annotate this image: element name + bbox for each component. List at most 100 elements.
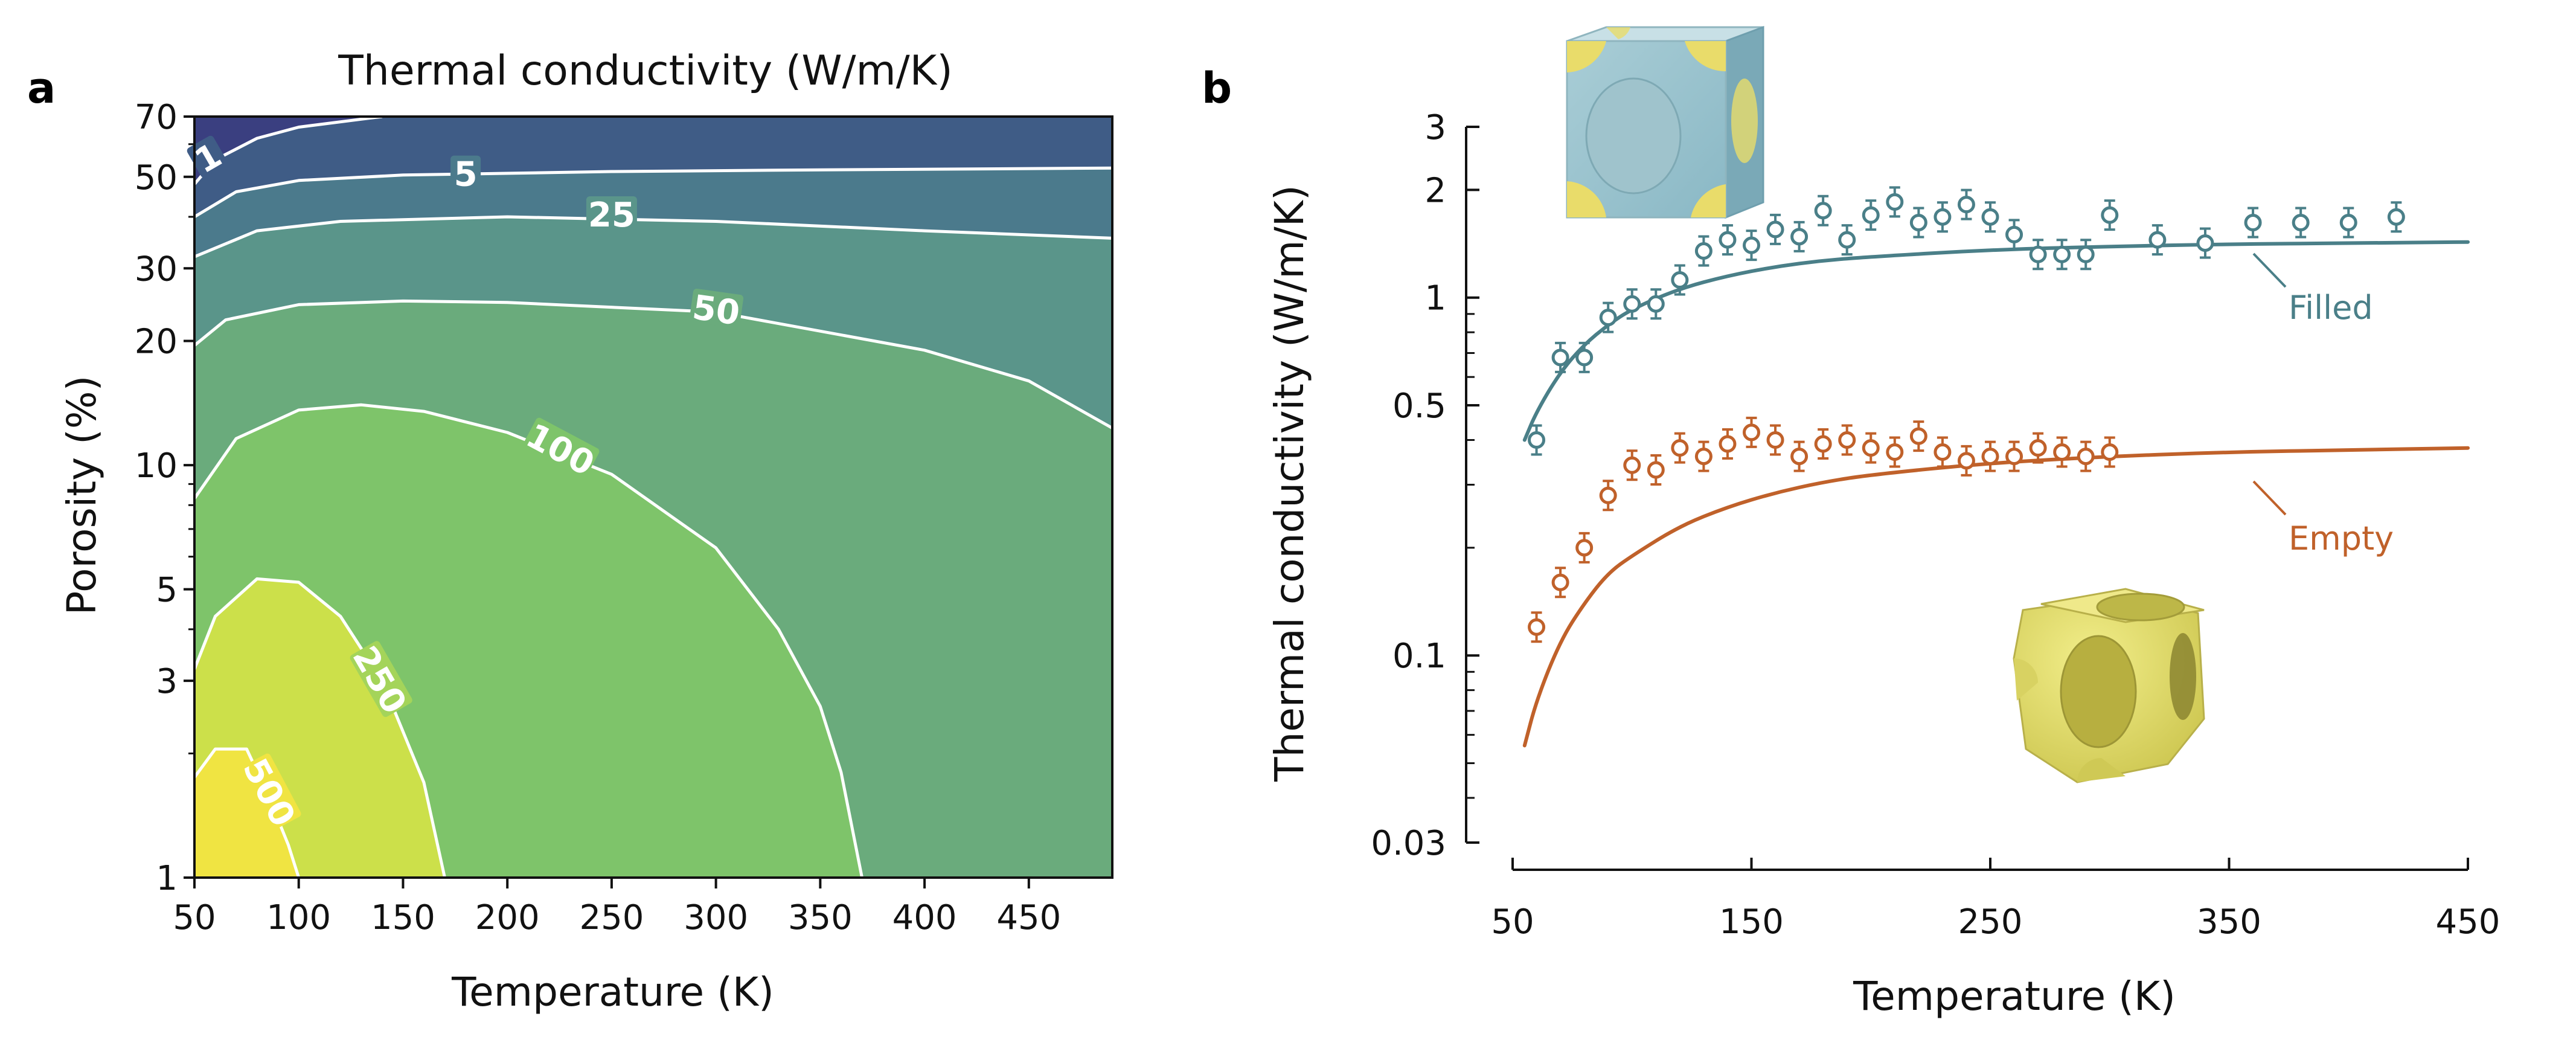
contour-label-bg: [350, 641, 412, 718]
x-tick-label-b: 50: [1491, 902, 1534, 942]
data-point-empty: [1551, 567, 1569, 599]
data-point-empty: [1599, 480, 1617, 512]
marker: [1838, 431, 1856, 449]
y-tick-label-b: 0.5: [1392, 387, 1446, 426]
data-point-empty: [1790, 440, 1809, 472]
data-point-empty: [1694, 440, 1713, 472]
data-point-empty: [1814, 428, 1832, 460]
data-point-filled: [1790, 220, 1809, 252]
x-tick-label-a: 200: [475, 898, 540, 937]
y-tick-label-a: 5: [156, 571, 178, 610]
y-tick-label-b: 0.03: [1371, 824, 1446, 863]
legend-filled-label: Filled: [2289, 289, 2373, 327]
x-tick-label-a: 400: [892, 898, 957, 937]
legend-empty: Empty: [2252, 480, 2394, 557]
marker: [1814, 202, 1832, 220]
data-point-filled: [1694, 235, 1713, 267]
marker: [1671, 439, 1689, 457]
legend-filled: Filled: [2252, 252, 2373, 327]
data-points: [1528, 186, 2405, 643]
marker: [2148, 231, 2167, 249]
data-point-filled: [1981, 201, 1999, 233]
marker: [2053, 443, 2071, 461]
contour-label-text: 5: [454, 155, 478, 194]
marker: [1528, 618, 1546, 636]
marker: [1957, 452, 1975, 470]
y-tick-label-a: 10: [135, 446, 178, 486]
data-point-filled: [1886, 186, 1904, 218]
contour-label-5: 5: [450, 155, 481, 194]
heatmap-frame: [193, 115, 1113, 879]
data-point-filled: [1528, 424, 1546, 456]
contour-label-50: 50: [689, 288, 744, 333]
contour-label-bg: [187, 135, 228, 178]
data-point-filled: [2292, 207, 2310, 239]
x-tick-label-a: 150: [371, 898, 435, 937]
data-point-filled: [1766, 213, 1784, 245]
marker: [1838, 231, 1856, 249]
panel-letter-a: a: [27, 63, 56, 113]
marker: [1934, 443, 1952, 461]
data-point-empty: [1647, 454, 1665, 486]
y-tick-label-a: 20: [135, 323, 178, 362]
marker: [2077, 245, 2095, 263]
data-point-filled: [1862, 199, 1880, 231]
marker: [2387, 208, 2405, 226]
marker: [2005, 448, 2023, 466]
data-point-filled: [2029, 239, 2047, 271]
marker: [1599, 486, 1617, 504]
marker: [1694, 448, 1713, 466]
x-tick-label-a: 300: [684, 898, 748, 937]
data-point-filled: [1719, 224, 1737, 256]
marker: [1790, 228, 1809, 246]
data-point-filled: [1934, 201, 1952, 233]
data-point-empty: [1862, 432, 1880, 464]
marker: [1623, 295, 1641, 313]
marker: [1981, 208, 1999, 226]
data-point-empty: [1981, 440, 1999, 472]
y-axis-ticks-a: 1 3 5 10 20 30 50 70: [135, 98, 194, 898]
marker: [1743, 236, 1760, 254]
contour-label-bg: [689, 288, 744, 329]
contour-label-bg: [240, 753, 301, 830]
x-axis-ticks-a: 50 100 150 200 250 300 350 400 450: [173, 878, 1061, 937]
x-axis-title-a: Temperature (K): [451, 969, 774, 1015]
data-point-empty: [1957, 445, 1975, 477]
marker: [2339, 214, 2357, 232]
panel-letter-b: b: [1202, 63, 1232, 113]
marker: [1719, 435, 1737, 453]
legend-empty-label: Empty: [2289, 519, 2394, 557]
marker: [1575, 349, 1594, 367]
contour-line-25: [194, 215, 1112, 259]
heatmap-title: Thermal conductivity (W/m/K): [338, 47, 953, 95]
contour-line-250: [194, 577, 446, 878]
x-tick-label-b: 250: [1958, 902, 2023, 942]
marker: [1575, 539, 1594, 557]
marker: [2029, 439, 2047, 457]
data-point-filled: [1909, 207, 1927, 239]
x-tick-label-a: 50: [173, 898, 216, 937]
contour-label-bg: [450, 155, 481, 190]
contour-line-50: [194, 299, 1112, 429]
data-point-filled: [1551, 341, 1569, 373]
x-tick-label-a: 350: [788, 898, 853, 937]
data-point-empty: [2053, 436, 2071, 468]
x-axis-title-b: Temperature (K): [1853, 973, 2176, 1020]
marker: [2196, 234, 2214, 252]
data-point-filled: [1623, 288, 1641, 320]
x-tick-label-b: 350: [2197, 902, 2261, 942]
data-point-filled: [2339, 207, 2357, 239]
marker: [1886, 443, 1904, 461]
data-point-empty: [1909, 420, 1927, 452]
marker: [1528, 431, 1546, 449]
data-point-filled: [1743, 230, 1760, 262]
marker: [1909, 427, 1927, 445]
data-point-empty: [1528, 611, 1546, 643]
data-point-filled: [2005, 219, 2023, 251]
y-tick-label-a: 30: [135, 249, 178, 289]
marker: [2244, 214, 2262, 232]
data-point-filled: [2244, 207, 2262, 239]
data-point-filled: [1599, 301, 1617, 333]
filled-cube-illustration: [1566, 25, 1764, 219]
